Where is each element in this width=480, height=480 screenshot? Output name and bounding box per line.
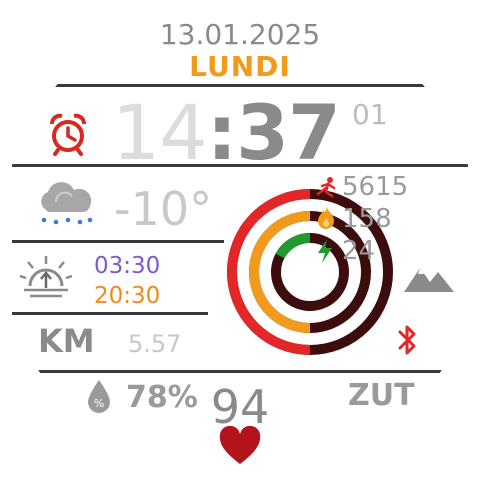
svg-text:%: %: [94, 397, 104, 410]
calories-value: 158: [342, 204, 392, 234]
sunset-time: 20:30: [94, 283, 161, 309]
mountain-icon[interactable]: [402, 262, 456, 294]
heart-rate-value: 94: [210, 380, 270, 434]
humidity-drop-icon[interactable]: %: [86, 378, 112, 414]
sunrise-time: 03:30: [94, 253, 161, 279]
date-label: 13.01.2025: [159, 18, 321, 51]
battery-value: 24: [342, 236, 376, 266]
time-display: 14:37: [112, 88, 341, 177]
distance-unit-label: KM: [38, 322, 95, 360]
flame-icon[interactable]: [316, 204, 336, 230]
time-hour: 14: [112, 88, 208, 177]
steps-icon[interactable]: [312, 176, 338, 198]
calories-ring-progress: [248, 211, 311, 333]
lightning-icon[interactable]: [316, 238, 334, 264]
steps-value: 5615: [342, 172, 409, 202]
extra-label: ZUT: [348, 378, 415, 413]
steps-ring-progress: [226, 189, 311, 355]
divider: [30, 370, 450, 373]
divider: [40, 84, 440, 87]
sunrise-icon[interactable]: [20, 254, 72, 300]
heart-icon[interactable]: [218, 426, 262, 466]
distance-value: 5.57: [128, 330, 182, 358]
alarm-clock-icon[interactable]: [46, 112, 90, 156]
time-minute: 37: [236, 88, 341, 177]
time-colon: :: [206, 88, 237, 177]
bluetooth-icon[interactable]: [394, 322, 420, 358]
snow-cloud-icon[interactable]: [32, 182, 98, 228]
divider: [12, 164, 468, 167]
activity-rings: [226, 189, 393, 355]
divider: [12, 312, 208, 315]
time-seconds: 01: [352, 98, 388, 131]
day-label: LUNDI: [189, 50, 291, 83]
humidity-value: 78%: [126, 380, 198, 415]
temperature-value: -10°: [114, 182, 213, 236]
battery-ring-progress: [275, 233, 311, 259]
divider: [12, 240, 224, 243]
